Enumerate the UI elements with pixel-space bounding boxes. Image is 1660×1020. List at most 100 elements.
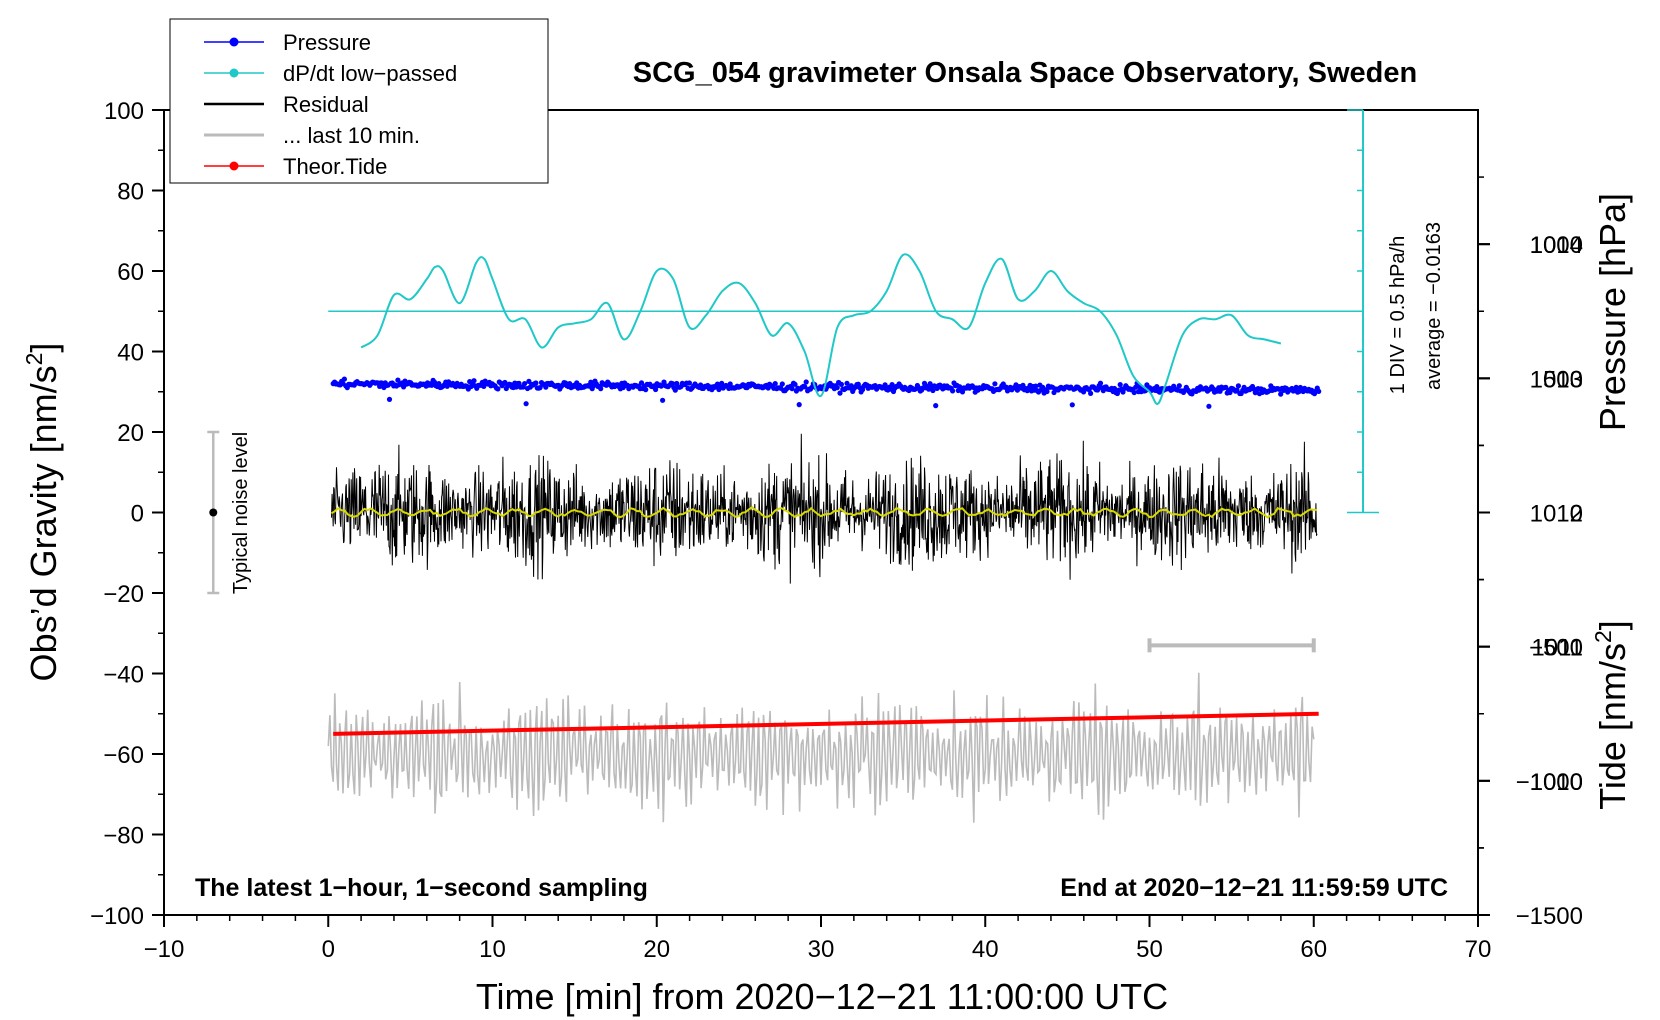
- pressure-point: [660, 397, 666, 403]
- annotation-latest-hour: The latest 1−hour, 1−second sampling: [195, 874, 648, 902]
- pressure-point: [930, 387, 936, 394]
- series-residual-line: [331, 433, 1318, 584]
- scale-bar-average-label: average = −0.0163: [1423, 222, 1445, 390]
- pressure-point: [669, 381, 676, 387]
- pressure-point: [1293, 384, 1299, 390]
- overlay-layer: [207, 109, 1380, 653]
- x-tick-label: 30: [808, 936, 835, 963]
- legend-label: ... last 10 min.: [283, 123, 420, 148]
- series-dpdt-line: [360, 253, 1282, 405]
- pressure-point: [992, 381, 998, 387]
- pressure-point: [436, 381, 442, 387]
- y-tick-label: 0: [131, 501, 144, 528]
- y-tick-label: 100: [104, 98, 144, 125]
- x-tick-label: 70: [1465, 936, 1492, 963]
- pressure-point: [950, 388, 956, 394]
- x-tick-label: 50: [1136, 936, 1163, 963]
- y-axis-label-pressure: Pressure [hPa]: [1592, 193, 1633, 431]
- data-layer: [327, 253, 1364, 823]
- y-tick-label: −100: [90, 903, 144, 930]
- legend: Pressure dP/dt low−passed Residual ... last…: [169, 18, 549, 184]
- legend-items: Pressure dP/dt low−passed Residual ... last…: [204, 30, 457, 179]
- pressure-point: [802, 384, 808, 390]
- pressure-point: [1081, 389, 1087, 395]
- x-axis-label: Time [min] from 2020−12−21 11:00:00 UTC: [476, 976, 1168, 1017]
- legend-item: ... last 10 min.: [204, 123, 420, 148]
- pressure-point: [395, 377, 401, 383]
- x-tick-label: 0: [322, 936, 335, 963]
- series-theor-tide-line: [333, 711, 1319, 736]
- pressure-point: [1097, 380, 1104, 386]
- scale-bar-div-label: 1 DIV = 0.5 hPa/h: [1387, 236, 1409, 394]
- x-tick-label: 10: [479, 936, 506, 963]
- legend-label: Residual: [283, 92, 369, 117]
- legend-swatch-marker: [229, 37, 239, 47]
- pressure-point: [471, 378, 477, 384]
- pressure-point: [837, 390, 843, 396]
- tide-tick-label: −500: [1529, 635, 1583, 662]
- pressure-point: [882, 382, 888, 388]
- pressure-point: [386, 396, 393, 402]
- pressure-point: [1154, 384, 1160, 390]
- chart-title: SCG_054 gravimeter Onsala Space Observat…: [633, 57, 1417, 89]
- tide-tick-label: 500: [1543, 366, 1583, 393]
- series-last-10-min-line: [327, 672, 1315, 823]
- tide-tick-label: −1000: [1516, 769, 1583, 796]
- pressure-tick-label: 1010: [1530, 769, 1583, 796]
- pressure-point: [1278, 391, 1284, 397]
- pressure-point: [653, 386, 659, 393]
- pressure-point: [1044, 388, 1050, 395]
- y-axis-label-left: Obs’d Gravity [nm/s2]: [21, 343, 64, 682]
- annotation-end-time: End at 2020−12−21 11:59:59 UTC: [1060, 874, 1448, 902]
- noise-bar-center-dot: [209, 508, 218, 517]
- pressure-point: [1133, 384, 1139, 390]
- pressure-point: [838, 381, 845, 387]
- y-tick-label: 60: [117, 259, 144, 286]
- y-axis-label-tide: Tide [nm/s2]: [1590, 620, 1633, 810]
- pressure-point: [1117, 382, 1123, 388]
- y-tick-label: 40: [117, 340, 144, 367]
- noise-level-label: Typical noise level: [230, 432, 252, 594]
- pressure-point: [834, 385, 840, 391]
- y-tick-label: 20: [117, 420, 144, 447]
- pressure-point: [1111, 385, 1118, 392]
- axis-ticks: −10 0 10 20 30 40 50 60 70−100−80−60−40−20020406…: [90, 98, 1583, 963]
- pressure-point: [1069, 402, 1075, 408]
- x-tick-label: 20: [643, 936, 670, 963]
- pressure-point: [796, 402, 802, 408]
- pressure-point: [779, 381, 785, 387]
- pressure-point: [341, 376, 347, 382]
- pressure-point: [1176, 383, 1182, 389]
- tide-tick-label: 0: [1570, 501, 1583, 528]
- pressure-point: [588, 379, 594, 385]
- pressure-point: [523, 401, 529, 407]
- pressure-point: [658, 383, 664, 389]
- y-tick-label: −20: [103, 581, 144, 608]
- pressure-point: [1206, 403, 1212, 409]
- legend-item: dP/dt low−passed: [204, 61, 457, 86]
- tide-tick-label: 1000: [1530, 232, 1583, 259]
- pressure-point: [803, 379, 809, 385]
- pressure-point: [959, 389, 966, 395]
- pressure-point: [844, 380, 850, 386]
- pressure-point: [1227, 389, 1233, 396]
- pressure-tick-label: 1012: [1530, 501, 1583, 528]
- legend-swatch-marker: [229, 68, 239, 78]
- y-tick-label: 80: [117, 179, 144, 206]
- legend-label: dP/dt low−passed: [283, 61, 457, 86]
- pressure-point: [522, 381, 528, 387]
- pressure-point: [1131, 389, 1137, 396]
- pressure-point: [1316, 388, 1322, 394]
- pressure-tick-label: 1014: [1530, 232, 1583, 259]
- pressure-point: [1033, 383, 1039, 389]
- pressure-point: [789, 386, 795, 392]
- series-pressure: [330, 376, 1322, 409]
- pressure-point: [686, 380, 693, 386]
- x-tick-label: 60: [1300, 936, 1327, 963]
- pressure-point: [1235, 383, 1241, 389]
- legend-item: Pressure: [204, 30, 371, 55]
- pressure-point: [495, 386, 501, 392]
- pressure-point: [792, 381, 798, 387]
- pressure-tick-label: 1011: [1531, 635, 1583, 662]
- x-tick-label: 40: [972, 936, 999, 963]
